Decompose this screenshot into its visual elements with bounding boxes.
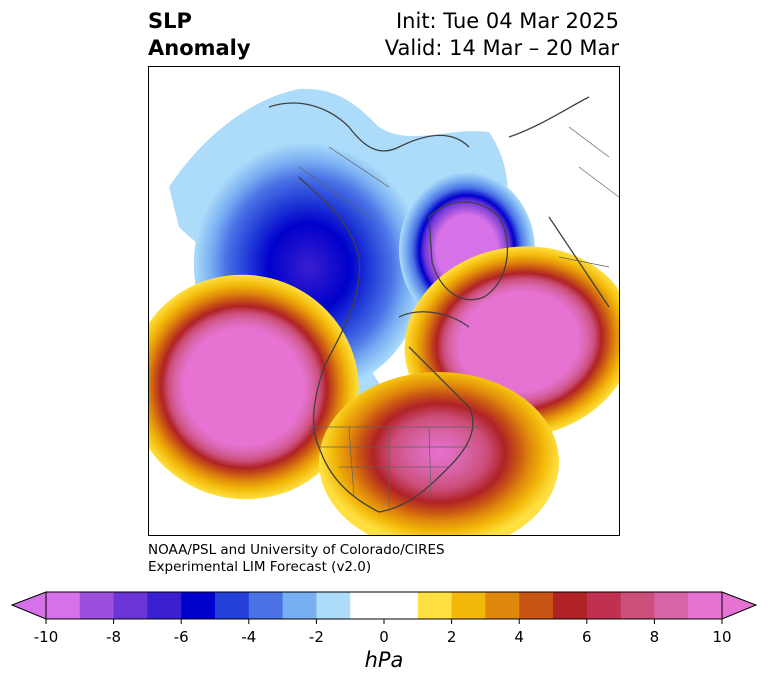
colorbar-segment bbox=[46, 592, 81, 619]
colorbar-max-extend bbox=[721, 591, 758, 620]
colorbar-tick-label: -8 bbox=[106, 628, 122, 646]
colorbar-segments bbox=[46, 592, 723, 619]
colorbar-segment bbox=[79, 592, 115, 619]
colorbar-segment bbox=[147, 592, 182, 619]
colorbar-segment bbox=[553, 592, 588, 619]
title-line-2: Anomaly bbox=[148, 36, 251, 60]
colorbar-segment bbox=[248, 592, 284, 619]
colorbar-tick-label: 2 bbox=[446, 628, 457, 646]
colorbar-segment bbox=[181, 592, 216, 619]
map-canvas bbox=[149, 88, 619, 535]
credit-line-2: Experimental LIM Forecast (v2.0) bbox=[148, 559, 372, 575]
colorbar-tick-label: -4 bbox=[241, 628, 257, 646]
slp-anomaly-map bbox=[148, 66, 620, 536]
credit-text: NOAA/PSL and University of Colorado/CIRE… bbox=[148, 542, 445, 576]
high-eastern-us bbox=[319, 372, 559, 535]
colorbar-tick-label: 0 bbox=[379, 628, 389, 646]
coastlines bbox=[268, 96, 610, 513]
init-date: Init: Tue 04 Mar 2025 bbox=[395, 9, 619, 33]
colorbar-segment bbox=[215, 592, 250, 619]
colorbar-segment bbox=[485, 592, 520, 619]
title-line-1: SLP bbox=[148, 9, 192, 33]
colorbar-tick-label: -2 bbox=[308, 628, 324, 646]
colorbar-segment bbox=[350, 592, 385, 619]
colorbar-segment bbox=[654, 592, 689, 619]
credit-line-1: NOAA/PSL and University of Colorado/CIRE… bbox=[148, 542, 445, 558]
colorbar-ticks bbox=[45, 619, 723, 624]
valid-range: Valid: 14 Mar – 20 Mar bbox=[384, 36, 619, 60]
colorbar-segment bbox=[113, 592, 148, 619]
political-borders bbox=[298, 126, 619, 507]
colorbar-tick-label: -6 bbox=[173, 628, 189, 646]
forecast-dates: Init: Tue 04 Mar 2025 Valid: 14 Mar – 20… bbox=[385, 8, 619, 62]
colorbar-tick-label: 10 bbox=[712, 628, 732, 646]
colorbar-segment bbox=[282, 592, 317, 619]
colorbar-segment bbox=[586, 592, 622, 619]
colorbar-segment bbox=[384, 592, 419, 619]
colorbar-tick-label: 4 bbox=[514, 628, 524, 646]
colorbar-tick-label: 6 bbox=[582, 628, 592, 646]
colorbar-tick-label: 8 bbox=[649, 628, 660, 646]
colorbar-segment bbox=[316, 592, 351, 619]
colorbar-segment bbox=[451, 592, 486, 619]
colorbar-min-extend bbox=[10, 591, 47, 620]
colorbar-segment bbox=[620, 592, 655, 619]
colorbar-unit: hPa bbox=[364, 648, 404, 672]
colorbar-segment bbox=[417, 592, 453, 619]
colorbar-segment bbox=[688, 592, 723, 619]
map-title: SLP Anomaly bbox=[148, 8, 251, 62]
colorbar-segment bbox=[519, 592, 554, 619]
high-northeast-pacific bbox=[149, 274, 359, 500]
colorbar bbox=[10, 591, 758, 624]
colorbar-tick-label: -10 bbox=[33, 628, 59, 646]
